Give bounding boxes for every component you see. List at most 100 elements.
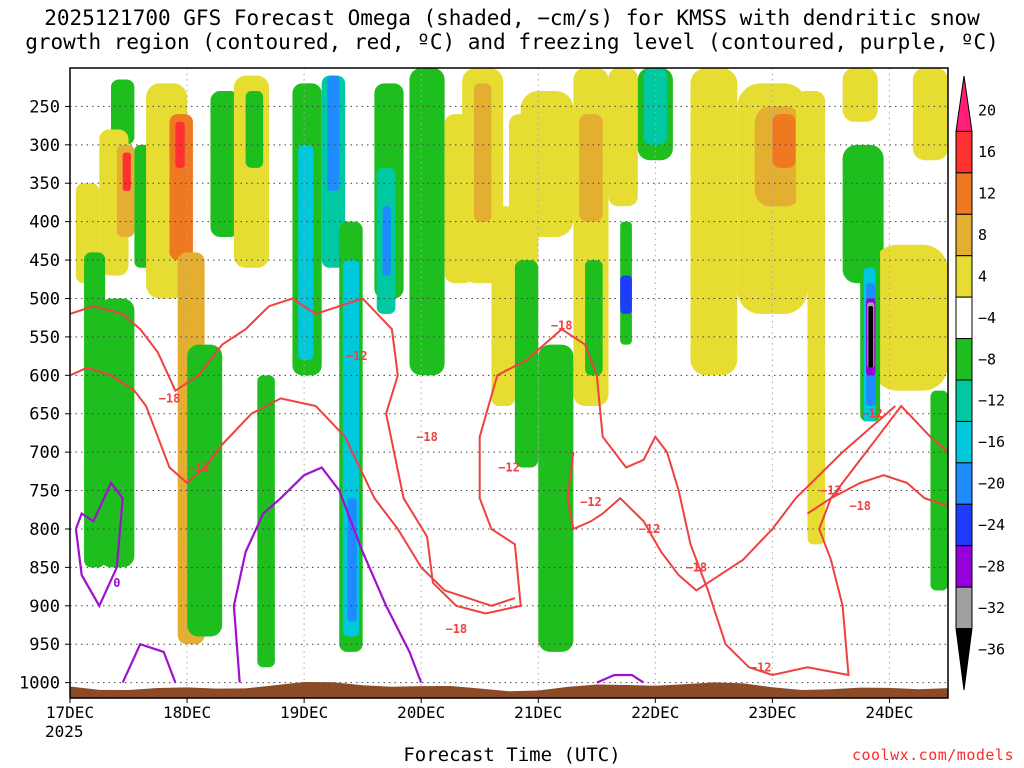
snow-growth-contour-label: −12 <box>639 522 661 536</box>
snow-growth-contour-label: −18 <box>849 499 871 513</box>
snow-growth-contour-label: −12 <box>346 349 368 363</box>
omega-shade-region <box>257 375 275 668</box>
freezing-level-contour <box>232 466 423 683</box>
title-line-2: growth region (contoured, red, ºC) and f… <box>25 30 999 54</box>
colorbar-label: 16 <box>978 143 996 161</box>
omega-shade-region <box>585 260 603 376</box>
y-tick-label: 250 <box>29 97 60 117</box>
snow-growth-contour-label: −12 <box>750 660 772 674</box>
omega-shade-region <box>210 91 240 238</box>
omega-shade-region <box>538 344 574 652</box>
colorbar-segment <box>955 213 973 257</box>
y-tick-label: 800 <box>29 520 60 540</box>
y-tick-label: 600 <box>29 366 60 386</box>
snow-growth-contour <box>70 366 516 607</box>
freezing-level-contour <box>596 673 645 684</box>
colorbar-segment <box>955 462 973 505</box>
snow-growth-contour-label: −18 <box>551 318 573 332</box>
snow-growth-contour-label: −12 <box>188 461 210 475</box>
omega-shade-region <box>99 298 135 568</box>
colorbar-segment <box>955 75 973 132</box>
colorbar-label: −28 <box>978 557 1005 575</box>
y-tick-label: 650 <box>29 405 60 425</box>
y-tick-label: 300 <box>29 136 60 156</box>
freezing-level-contour <box>121 642 177 684</box>
colorbar-segment <box>955 545 973 588</box>
y-tick-label: 950 <box>29 635 60 655</box>
colorbar-segment <box>955 379 973 422</box>
omega-shade-region <box>110 79 135 145</box>
snow-growth-contour-label: −18 <box>416 430 438 444</box>
omega-shade-region <box>772 114 796 168</box>
snow-growth-contour-label: −12 <box>820 484 842 498</box>
colorbar-label: −4 <box>978 309 996 327</box>
y-tick-label: 500 <box>29 289 60 309</box>
colorbar-segment <box>955 420 973 464</box>
snow-growth-contour-label: −18 <box>445 622 467 636</box>
omega-shade-region <box>327 75 340 191</box>
y-tick-label: 450 <box>29 251 60 271</box>
omega-shade-region <box>842 68 878 122</box>
omega-shade-region <box>187 344 223 637</box>
colorbar-segment <box>955 296 973 340</box>
freezing-contour-label: 0 <box>113 576 120 590</box>
chart-title: 2025121700 GFS Forecast Omega (shaded, −… <box>0 6 1024 54</box>
y-tick-label: 400 <box>29 213 60 233</box>
year-label: 2025 <box>45 722 84 741</box>
title-line-1: 2025121700 GFS Forecast Omega (shaded, −… <box>44 6 980 30</box>
omega-shade-region <box>520 91 574 238</box>
y-tick-label: 750 <box>29 482 60 502</box>
colorbar-label: −36 <box>978 640 1005 658</box>
colorbar-label: −8 <box>978 350 996 368</box>
source-credit[interactable]: coolwx.com/models <box>851 746 1014 764</box>
colorbar-segment <box>955 130 973 174</box>
colorbar-label: −24 <box>978 516 1005 534</box>
omega-shade-region <box>473 83 492 222</box>
colorbar-label: 12 <box>978 185 996 203</box>
snow-growth-contour-label: −12 <box>861 407 883 421</box>
x-tick-label: 21DEC <box>514 703 562 722</box>
omega-shade-region <box>912 68 948 161</box>
omega-shade-region <box>298 144 314 360</box>
omega-shade-region <box>620 275 632 314</box>
omega-shade-region <box>643 68 668 145</box>
snow-growth-contour <box>70 297 948 677</box>
x-tick-label: 19DEC <box>280 703 328 722</box>
colorbar-label: −16 <box>978 433 1005 451</box>
colorbar-label: 8 <box>978 226 987 244</box>
y-tick-label: 900 <box>29 597 60 617</box>
omega-shade-region <box>795 91 826 238</box>
colorbar-label: 20 <box>978 102 996 120</box>
omega-shade-region <box>122 152 131 191</box>
plot-area: −18−12−12−18−18−12−12−12−18−12−12−18−12−… <box>70 68 948 698</box>
y-tick-label: 550 <box>29 328 60 348</box>
omega-shade-region <box>608 68 638 207</box>
x-tick-label: 22DEC <box>631 703 679 722</box>
colorbar-label: −12 <box>978 392 1005 410</box>
omega-shade-region <box>871 244 948 391</box>
y-tick-label: 350 <box>29 174 60 194</box>
omega-shade-region <box>409 68 445 376</box>
omega-shade-region <box>514 260 539 468</box>
colorbar-segment <box>955 172 973 215</box>
colorbar-segment <box>955 503 973 547</box>
colorbar-label: −20 <box>978 475 1005 493</box>
x-tick-label: 24DEC <box>865 703 913 722</box>
terrain-ground <box>70 682 948 698</box>
omega-shade-region <box>579 114 603 222</box>
x-tick-label: 20DEC <box>397 703 445 722</box>
snow-growth-contour-label: −12 <box>580 495 602 509</box>
colorbar-segment <box>955 338 973 381</box>
y-tick-label: 700 <box>29 443 60 463</box>
x-tick-label: 23DEC <box>748 703 796 722</box>
x-axis-label: Forecast Time (UTC) <box>403 744 621 766</box>
colorbar-label: 4 <box>978 267 987 285</box>
plot-frame <box>69 67 949 699</box>
snow-growth-contour-label: −18 <box>685 560 707 574</box>
snow-growth-contour <box>566 405 896 592</box>
colorbar-segment <box>955 255 973 298</box>
omega-shade-region <box>868 306 874 368</box>
colorbar-label: −32 <box>978 599 1005 617</box>
snow-growth-contour <box>806 474 948 515</box>
